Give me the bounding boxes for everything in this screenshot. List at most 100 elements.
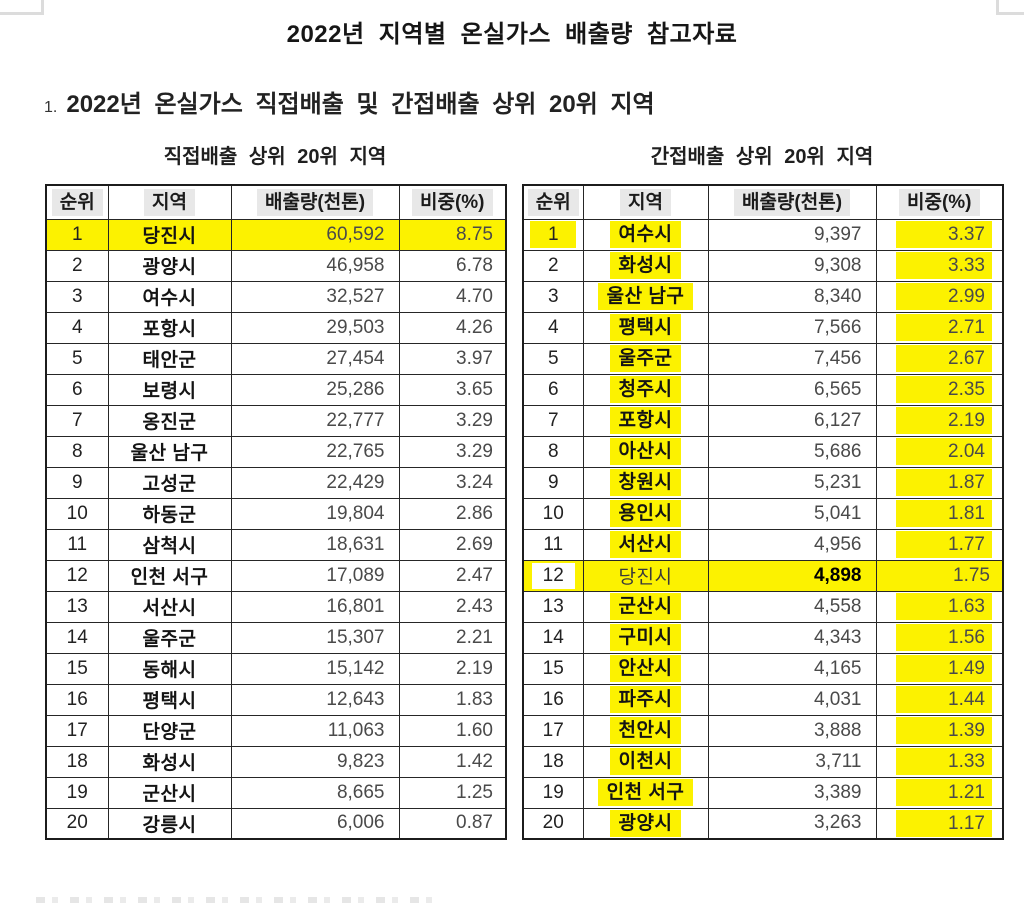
header-row: 순위 지역 배출량(천톤) 비중(%) [45, 184, 507, 220]
region-cell: 평택시 [582, 311, 709, 344]
value-cell: 22,777 [230, 404, 400, 437]
rank-cell: 2 [45, 249, 109, 282]
rank-cell: 19 [522, 776, 584, 809]
table-row: 14 구미시 4,343 1.56 [522, 621, 1004, 654]
region-cell: 태안군 [107, 342, 232, 375]
value-cell: 11,063 [230, 714, 400, 747]
value-cell: 8,340 [707, 280, 877, 313]
table-row: 19 인천 서구 3,389 1.21 [522, 776, 1004, 809]
value-cell: 3,888 [707, 714, 877, 747]
rank-cell: 13 [45, 590, 109, 623]
value-cell: 60,592 [230, 218, 400, 251]
pct-cell: 3.33 [875, 249, 1004, 282]
table-row: 7 포항시 6,127 2.19 [522, 404, 1004, 437]
rank-cell: 14 [522, 621, 584, 654]
table-row: 5 태안군 27,454 3.97 [45, 342, 507, 375]
rank-cell: 16 [522, 683, 584, 716]
pct-cell: 2.35 [875, 373, 1004, 406]
pct-cell: 4.70 [398, 280, 507, 313]
direct-emissions-block: 직접배출 상위 20위 지역 순위 지역 배출량(천톤) 비중(%) 1 당진시 60,5… [45, 140, 507, 840]
region-cell: 광양시 [107, 249, 232, 282]
column-header: 비중(%) [398, 184, 507, 220]
section-heading: 1. 2022년 온실가스 직접배출 및 간접배출 상위 20위 지역 [44, 84, 655, 119]
region-cell: 청주시 [582, 373, 709, 406]
rank-cell: 15 [45, 652, 109, 685]
value-cell: 25,286 [230, 373, 400, 406]
pct-cell: 1.56 [875, 621, 1004, 654]
region-cell: 인천 서구 [582, 776, 709, 809]
rank-cell: 1 [45, 218, 109, 251]
pct-cell: 2.47 [398, 559, 507, 592]
pct-cell: 3.97 [398, 342, 507, 375]
page-corner-artifact-right [996, 0, 1024, 15]
value-cell: 4,956 [707, 528, 877, 561]
region-cell: 하동군 [107, 497, 232, 530]
table-row: 17 단양군 11,063 1.60 [45, 714, 507, 747]
rank-cell: 20 [522, 807, 584, 840]
pct-cell: 0.87 [398, 807, 507, 840]
value-cell: 29,503 [230, 311, 400, 344]
pct-cell: 1.42 [398, 745, 507, 778]
pct-cell: 1.33 [875, 745, 1004, 778]
table-row: 6 청주시 6,565 2.35 [522, 373, 1004, 406]
table-row: 8 울산 남구 22,765 3.29 [45, 435, 507, 468]
table-row: 1 당진시 60,592 8.75 [45, 218, 507, 251]
rank-cell: 11 [45, 528, 109, 561]
rank-cell: 9 [522, 466, 584, 499]
region-cell: 삼척시 [107, 528, 232, 561]
value-cell: 7,566 [707, 311, 877, 344]
value-cell: 6,127 [707, 404, 877, 437]
pct-cell: 2.19 [398, 652, 507, 685]
rank-cell: 9 [45, 466, 109, 499]
rank-cell: 4 [45, 311, 109, 344]
column-header: 순위 [522, 184, 584, 220]
value-cell: 15,142 [230, 652, 400, 685]
pct-cell: 2.19 [875, 404, 1004, 437]
region-cell: 동해시 [107, 652, 232, 685]
region-cell: 보령시 [107, 373, 232, 406]
pct-cell: 2.67 [875, 342, 1004, 375]
pct-cell: 2.43 [398, 590, 507, 623]
region-cell: 울주군 [582, 342, 709, 375]
region-cell: 화성시 [582, 249, 709, 282]
page-corner-artifact-left [0, 0, 44, 15]
pct-cell: 1.60 [398, 714, 507, 747]
table-row: 19 군산시 8,665 1.25 [45, 776, 507, 809]
table-row: 12 당진시 4,898 1.75 [522, 559, 1004, 592]
table-row: 9 창원시 5,231 1.87 [522, 466, 1004, 499]
region-cell: 구미시 [582, 621, 709, 654]
direct-emissions-table: 순위 지역 배출량(천톤) 비중(%) 1 당진시 60,592 8.75 2 광양시 46,95… [45, 184, 507, 840]
column-header: 비중(%) [875, 184, 1004, 220]
table-row: 15 동해시 15,142 2.19 [45, 652, 507, 685]
bottom-cutoff-text-artifact [36, 897, 436, 903]
region-cell: 평택시 [107, 683, 232, 716]
rank-cell: 1 [522, 218, 584, 251]
value-cell: 9,823 [230, 745, 400, 778]
value-cell: 18,631 [230, 528, 400, 561]
rank-cell: 3 [522, 280, 584, 313]
indirect-emissions-table: 순위 지역 배출량(천톤) 비중(%) 1 여수시 9,397 3.37 2 화성시 9,308 3… [522, 184, 1004, 840]
rank-cell: 18 [45, 745, 109, 778]
pct-cell: 2.04 [875, 435, 1004, 468]
table-row: 13 서산시 16,801 2.43 [45, 590, 507, 623]
value-cell: 46,958 [230, 249, 400, 282]
rank-cell: 14 [45, 621, 109, 654]
value-cell: 32,527 [230, 280, 400, 313]
rank-cell: 8 [522, 435, 584, 468]
value-cell: 17,089 [230, 559, 400, 592]
rank-cell: 18 [522, 745, 584, 778]
rank-cell: 6 [45, 373, 109, 406]
pct-cell: 3.29 [398, 435, 507, 468]
rank-cell: 19 [45, 776, 109, 809]
region-cell: 군산시 [107, 776, 232, 809]
pct-cell: 2.21 [398, 621, 507, 654]
section-number: 1. [44, 99, 58, 116]
value-cell: 27,454 [230, 342, 400, 375]
pct-cell: 6.78 [398, 249, 507, 282]
region-cell: 광양시 [582, 807, 709, 840]
region-cell: 울산 남구 [107, 435, 232, 468]
rank-cell: 13 [522, 590, 584, 623]
value-cell: 9,397 [707, 218, 877, 251]
pct-cell: 1.83 [398, 683, 507, 716]
value-cell: 5,686 [707, 435, 877, 468]
